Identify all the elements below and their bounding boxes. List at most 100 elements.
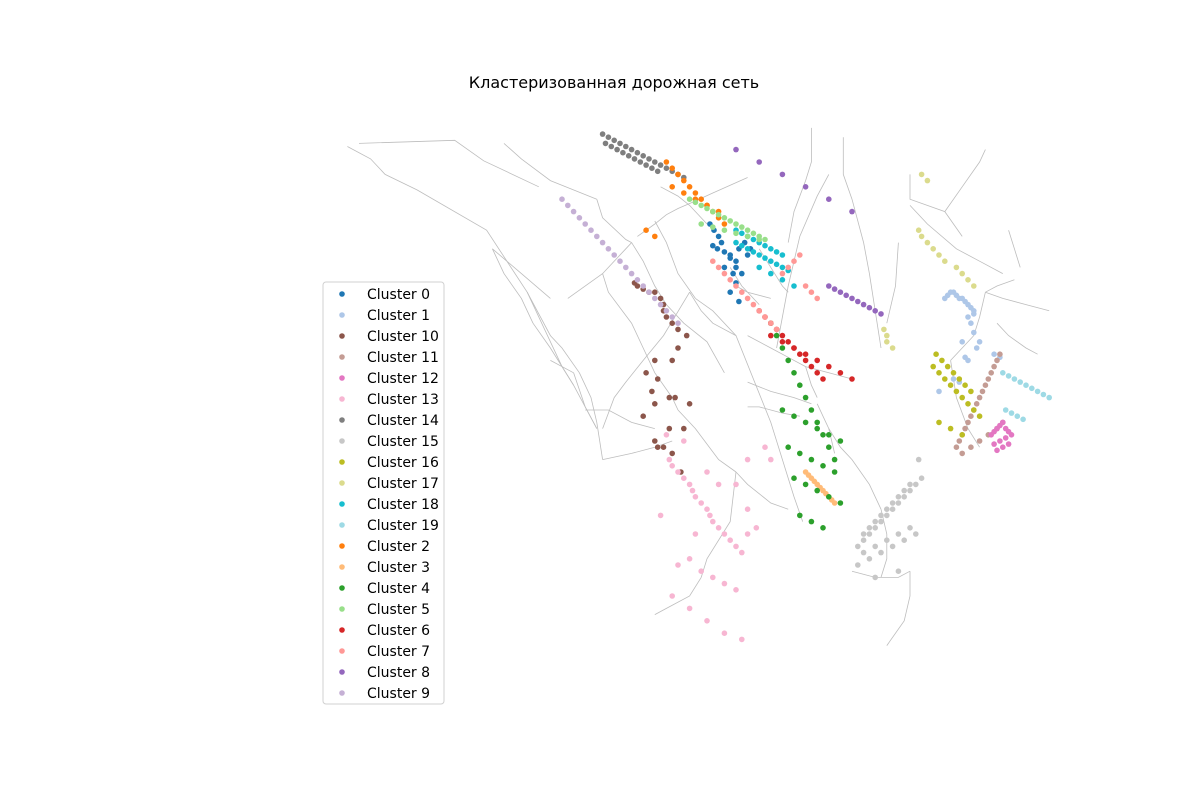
data-point	[797, 450, 803, 457]
data-point	[692, 531, 699, 537]
data-point	[669, 314, 675, 320]
legend-item: Cluster 16	[339, 455, 439, 471]
data-point	[942, 258, 948, 265]
legend-marker	[339, 543, 345, 549]
road-edge	[851, 570, 911, 578]
data-point	[715, 211, 722, 218]
data-point	[750, 236, 757, 243]
data-point	[750, 230, 757, 237]
legend-label: Cluster 7	[367, 644, 430, 660]
data-point	[739, 636, 745, 643]
data-point	[808, 456, 815, 463]
road-edge	[631, 242, 667, 305]
data-point	[837, 370, 844, 376]
data-point	[968, 413, 974, 420]
data-point	[997, 351, 1003, 358]
data-point	[681, 475, 687, 482]
data-point	[855, 298, 861, 305]
data-point	[733, 239, 739, 246]
data-point	[739, 230, 745, 237]
data-point	[820, 376, 826, 382]
data-point	[686, 556, 693, 562]
data-point	[779, 252, 786, 258]
data-point	[976, 394, 983, 401]
data-point	[779, 345, 786, 351]
data-point	[956, 438, 963, 444]
data-point	[814, 487, 820, 494]
road-edge	[700, 471, 737, 578]
data-point	[631, 156, 638, 162]
data-point	[866, 556, 873, 562]
legend-label: Cluster 16	[367, 455, 439, 471]
legend-marker	[339, 522, 345, 528]
legend-item: Cluster 18	[339, 497, 439, 513]
data-point	[791, 345, 797, 351]
series-cluster-13	[657, 432, 774, 643]
data-point	[814, 419, 820, 426]
road-edge	[805, 366, 853, 380]
data-point	[947, 382, 954, 389]
data-point	[866, 531, 873, 537]
data-point	[881, 326, 887, 333]
data-point	[791, 475, 797, 482]
legend-label: Cluster 5	[367, 602, 430, 618]
data-point	[814, 357, 820, 364]
data-point	[698, 196, 704, 202]
data-point	[710, 224, 716, 230]
data-point	[669, 184, 675, 190]
data-point	[814, 370, 820, 376]
data-point	[640, 413, 646, 420]
data-point	[744, 295, 751, 302]
data-point	[1023, 382, 1029, 389]
data-point	[698, 500, 704, 506]
data-point	[660, 444, 667, 451]
data-point	[779, 270, 786, 277]
road-edge	[747, 406, 800, 417]
data-point	[721, 249, 728, 255]
data-point	[1040, 391, 1047, 398]
data-point	[802, 357, 809, 364]
legend-marker	[339, 312, 345, 318]
data-point	[733, 221, 739, 227]
road-edge	[996, 322, 1038, 355]
data-point	[866, 525, 873, 531]
legend-label: Cluster 8	[367, 665, 430, 681]
legend-item: Cluster 19	[339, 518, 439, 534]
data-point	[965, 277, 971, 283]
data-point	[936, 370, 942, 376]
road-edge	[735, 471, 789, 510]
legend-label: Cluster 3	[367, 560, 430, 576]
data-point	[727, 537, 733, 543]
data-point	[654, 168, 661, 175]
data-point	[855, 543, 861, 550]
legend-label: Cluster 15	[367, 434, 439, 450]
data-point	[872, 518, 878, 525]
data-point	[666, 394, 673, 401]
data-point	[643, 162, 649, 168]
legend-item: Cluster 10	[339, 329, 439, 345]
data-point	[837, 289, 844, 296]
data-point	[605, 134, 612, 140]
data-point	[953, 264, 960, 271]
data-point	[913, 481, 919, 488]
data-point	[739, 242, 745, 249]
data-point	[826, 494, 832, 500]
data-point	[884, 332, 890, 339]
series-cluster-7	[710, 252, 820, 333]
data-point	[820, 463, 826, 469]
data-point	[733, 481, 739, 488]
data-point	[753, 525, 760, 531]
data-point	[714, 246, 721, 252]
data-point	[721, 227, 728, 233]
series-cluster-10	[631, 280, 693, 475]
data-point	[657, 162, 664, 168]
data-point	[733, 230, 739, 237]
legend-label: Cluster 10	[367, 329, 439, 345]
data-point	[686, 481, 693, 488]
data-point	[704, 469, 710, 475]
data-point	[826, 432, 832, 438]
data-point	[953, 388, 960, 395]
data-point	[973, 401, 980, 407]
road-edge	[985, 291, 1050, 312]
legend-label: Cluster 2	[367, 539, 430, 555]
